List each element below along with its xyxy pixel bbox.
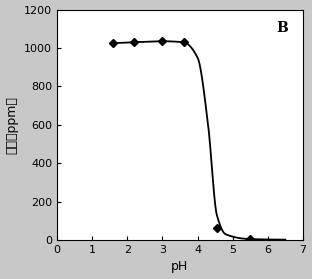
Y-axis label: 含量（ppm）: 含量（ppm）: [6, 96, 18, 154]
Text: B: B: [276, 21, 288, 35]
X-axis label: pH: pH: [171, 260, 189, 273]
